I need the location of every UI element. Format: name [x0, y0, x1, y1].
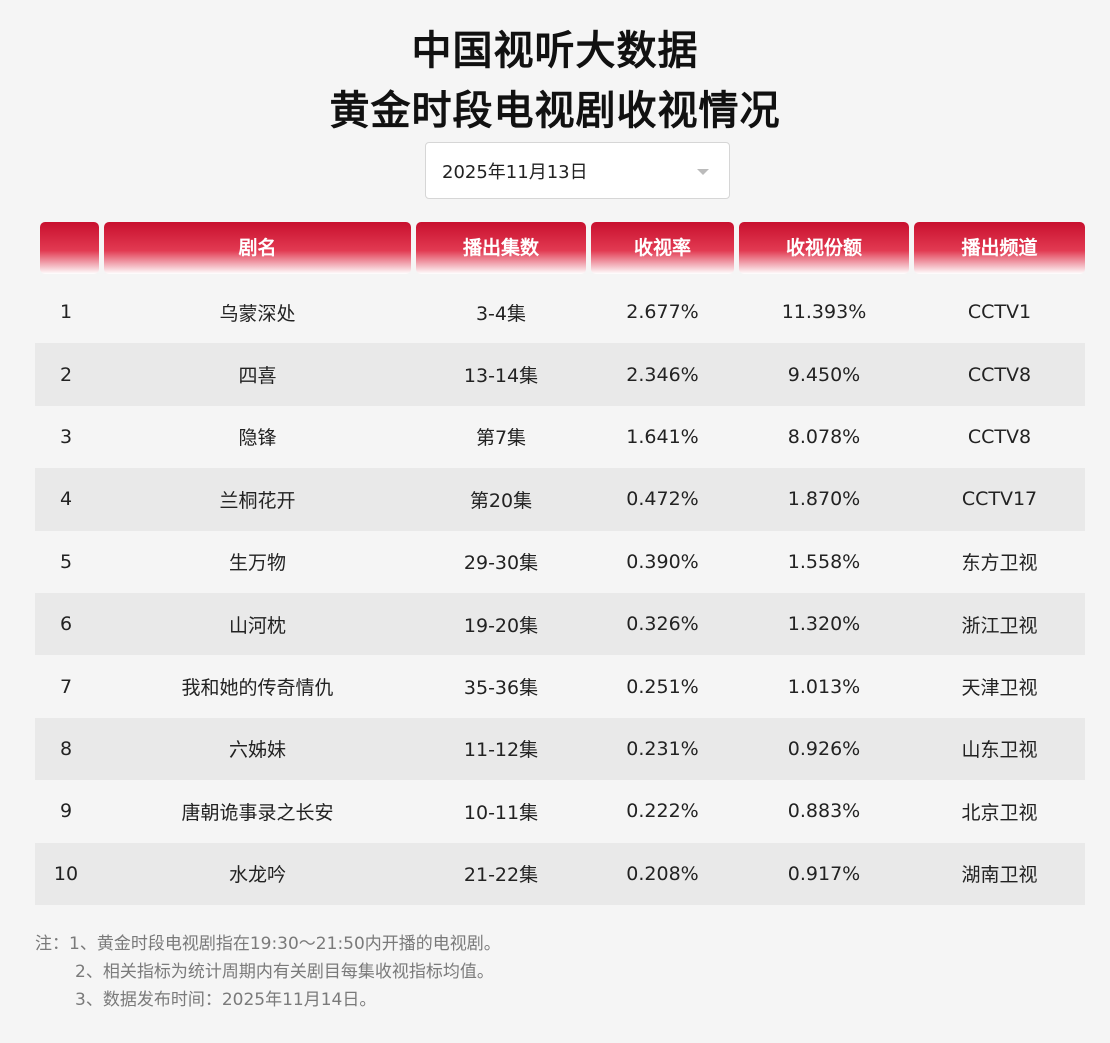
cell-name: 乌蒙深处 [219, 302, 296, 325]
header-share: 收视份额 [739, 222, 909, 274]
cell-episodes: 35-36集 [463, 677, 539, 700]
cell-share: 0.883% [787, 800, 861, 823]
table-header: 剧名 播出集数 收视率 收视份额 播出频道 [40, 222, 1085, 274]
cell-rank: 1 [59, 301, 73, 324]
footnote-1: 注：1、黄金时段电视剧指在19:30～21:50内开播的电视剧。 [35, 934, 501, 954]
cell-rank: 9 [59, 800, 73, 823]
table-row: 3 隐锋 第7集 1.641% 8.078% CCTV8 [35, 406, 1085, 468]
cell-episodes: 29-30集 [463, 552, 539, 575]
cell-share: 0.917% [787, 862, 861, 885]
cell-rating: 0.390% [626, 550, 699, 573]
cell-name: 四喜 [238, 365, 277, 388]
cell-share: 8.078% [787, 425, 861, 448]
cell-episodes: 21-22集 [463, 864, 539, 887]
date-select-value: 2025年11月13日 [442, 161, 588, 183]
cell-episodes: 3-4集 [475, 302, 527, 325]
header-episodes: 播出集数 [416, 222, 586, 274]
table-row: 2 四喜 13-14集 2.346% 9.450% CCTV8 [35, 343, 1085, 406]
cell-share: 1.013% [787, 675, 861, 698]
cell-episodes: 19-20集 [463, 614, 539, 637]
table-body: 1 乌蒙深处 3-4集 2.677% 11.393% CCTV1 2 四喜 13-14集 2.34… [35, 281, 1085, 905]
cell-episodes: 第7集 [475, 427, 527, 450]
table-row: 8 六姊妹 11-12集 0.231% 0.926% 山东卫视 [35, 717, 1085, 781]
cell-share: 1.870% [787, 488, 861, 511]
table-row: 7 我和她的传奇情仇 35-36集 0.251% 1.013% 天津卫视 [35, 655, 1085, 717]
cell-rank: 10 [53, 862, 79, 885]
table-row: 1 乌蒙深处 3-4集 2.677% 11.393% CCTV1 [35, 281, 1085, 343]
page-title: 中国视听大数据 [411, 28, 699, 74]
cell-channel: 湖南卫视 [961, 864, 1038, 887]
cell-episodes: 第20集 [469, 489, 533, 512]
cell-rating: 0.208% [626, 862, 699, 885]
cell-rank: 8 [59, 737, 73, 760]
page-subtitle: 黄金时段电视剧收视情况 [329, 88, 781, 134]
footnote-2: 2、相关指标为统计周期内有关剧目每集收视指标均值。 [75, 962, 494, 982]
cell-rank: 6 [59, 613, 73, 636]
cell-name: 生万物 [228, 552, 286, 575]
cell-rating: 1.641% [626, 425, 699, 448]
cell-channel: 天津卫视 [961, 677, 1038, 700]
cell-episodes: 11-12集 [463, 739, 539, 762]
cell-rank: 5 [59, 550, 73, 573]
cell-rating: 2.677% [626, 301, 699, 324]
cell-name: 兰桐花开 [219, 489, 296, 512]
cell-channel: 北京卫视 [961, 801, 1038, 824]
cell-episodes: 10-11集 [463, 801, 539, 824]
header-name: 剧名 [104, 222, 411, 274]
cell-channel: CCTV17 [961, 488, 1038, 511]
footnote-3: 3、数据发布时间：2025年11月14日。 [75, 990, 377, 1010]
cell-name: 唐朝诡事录之长安 [181, 801, 334, 824]
cell-channel: 浙江卫视 [961, 614, 1038, 637]
header-rating: 收视率 [591, 222, 734, 274]
chevron-down-icon [697, 169, 709, 175]
cell-rating: 2.346% [626, 363, 699, 386]
header-rank [40, 222, 99, 274]
cell-channel: 东方卫视 [961, 552, 1038, 575]
cell-name: 我和她的传奇情仇 [181, 677, 334, 700]
cell-channel: CCTV8 [967, 363, 1032, 386]
header-channel: 播出频道 [914, 222, 1085, 274]
cell-rank: 2 [59, 363, 73, 386]
cell-channel: CCTV1 [967, 301, 1032, 324]
cell-channel: 山东卫视 [961, 739, 1038, 762]
cell-rating: 0.251% [626, 675, 699, 698]
table-row: 4 兰桐花开 第20集 0.472% 1.870% CCTV17 [35, 468, 1085, 531]
cell-name: 水龙吟 [228, 864, 286, 887]
cell-rank: 4 [59, 488, 73, 511]
cell-rank: 3 [59, 425, 73, 448]
table-row: 5 生万物 29-30集 0.390% 1.558% 东方卫视 [35, 531, 1085, 593]
table-row: 10 水龙吟 21-22集 0.208% 0.917% 湖南卫视 [35, 842, 1085, 905]
cell-name: 山河枕 [228, 614, 286, 637]
cell-share: 1.558% [787, 550, 861, 573]
cell-rating: 0.231% [626, 737, 699, 760]
cell-share: 1.320% [787, 613, 861, 636]
date-select[interactable]: 2025年11月13日 [425, 142, 730, 199]
table-row: 6 山河枕 19-20集 0.326% 1.320% 浙江卫视 [35, 592, 1085, 656]
footnotes: 注：1、黄金时段电视剧指在19:30～21:50内开播的电视剧。 2、相关指标为… [35, 930, 501, 1014]
cell-share: 9.450% [787, 363, 861, 386]
cell-share: 11.393% [781, 301, 867, 324]
cell-name: 六姊妹 [228, 739, 286, 762]
cell-rating: 0.472% [626, 488, 699, 511]
table-row: 9 唐朝诡事录之长安 10-11集 0.222% 0.883% 北京卫视 [35, 780, 1085, 842]
cell-rating: 0.222% [626, 800, 699, 823]
cell-episodes: 13-14集 [463, 365, 539, 388]
cell-rating: 0.326% [626, 613, 699, 636]
cell-rank: 7 [59, 675, 73, 698]
cell-channel: CCTV8 [967, 425, 1032, 448]
cell-name: 隐锋 [238, 427, 277, 450]
cell-share: 0.926% [787, 737, 861, 760]
